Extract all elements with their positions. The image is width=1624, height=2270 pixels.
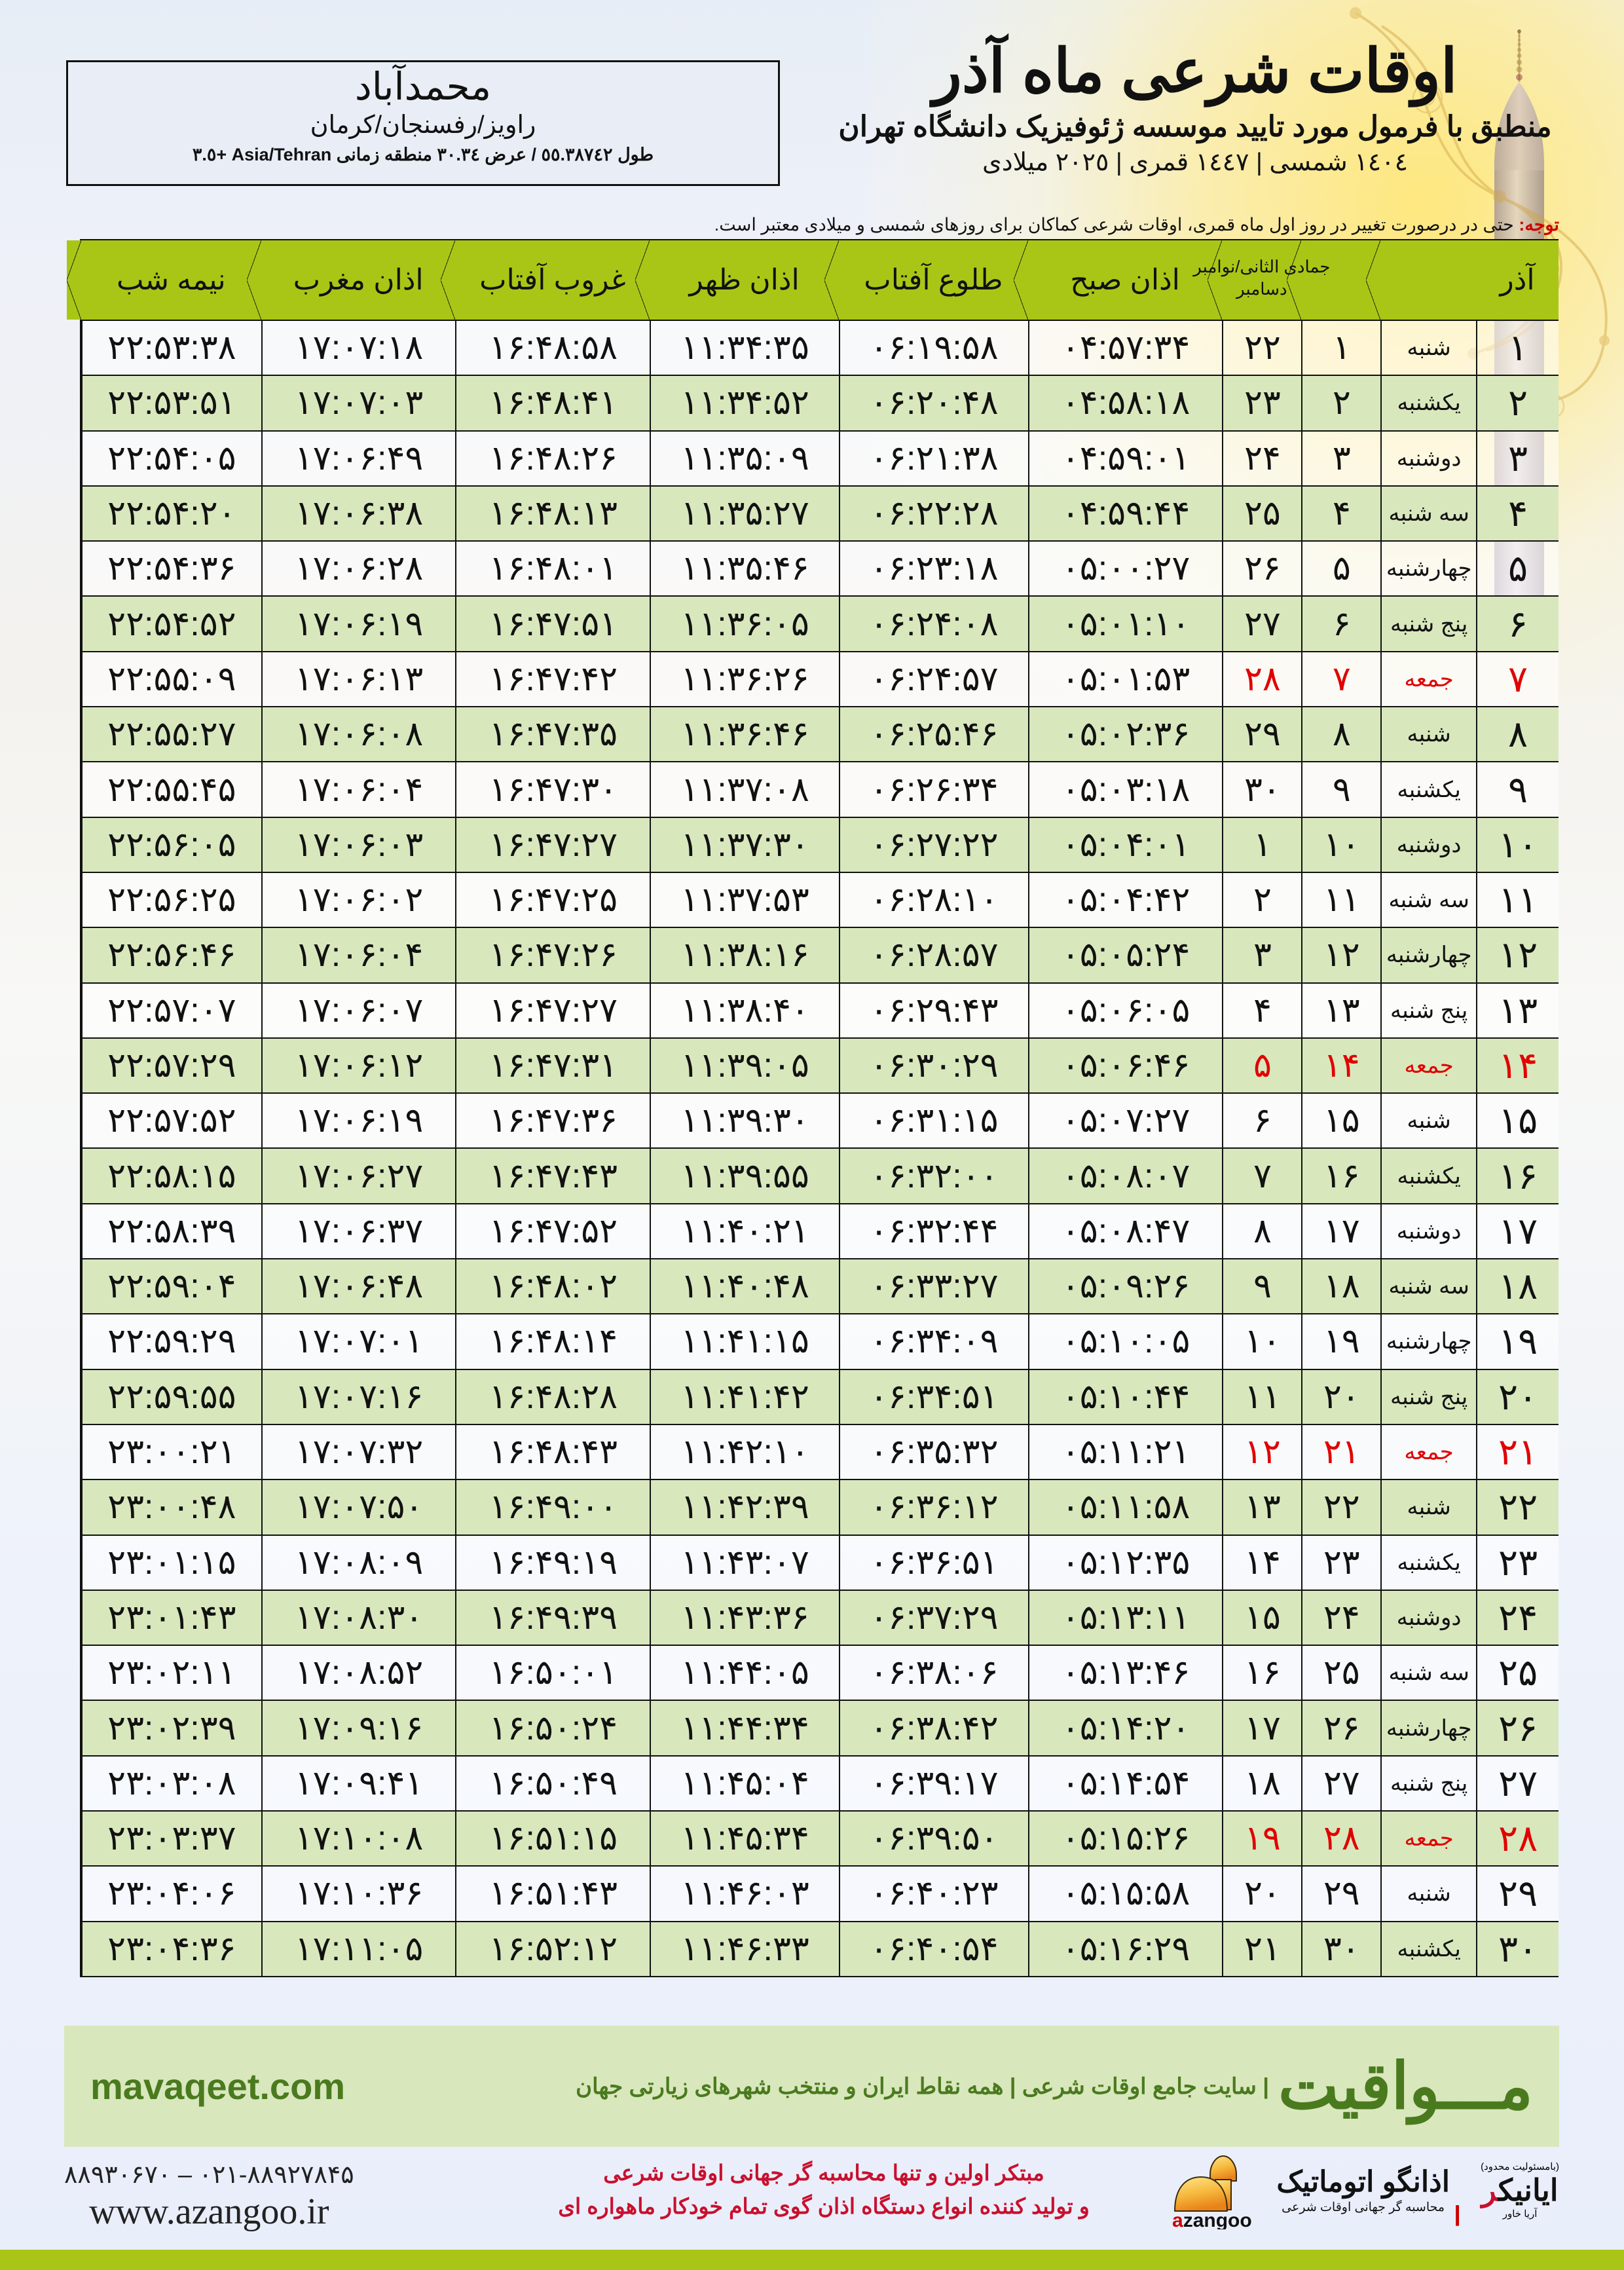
svg-text:azangoo: azangoo xyxy=(1172,2210,1252,2229)
